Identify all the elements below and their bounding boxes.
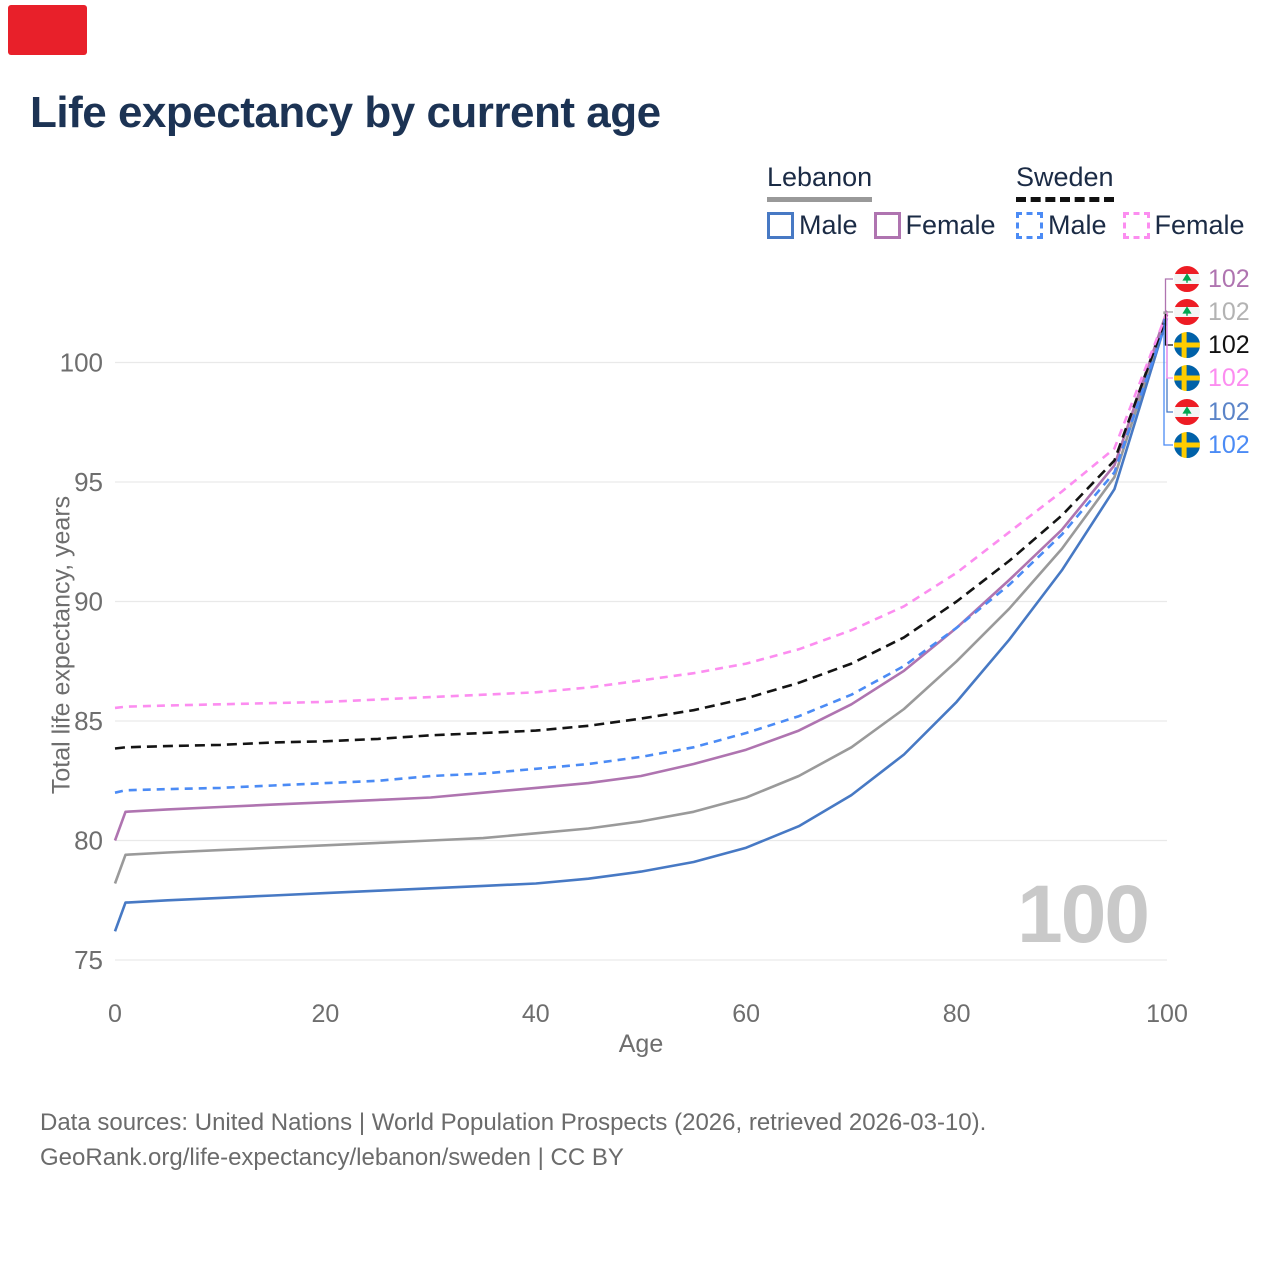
end-value: 102: [1208, 397, 1250, 426]
end-value: 102: [1208, 430, 1250, 459]
end-label-sweden-female: 102: [1173, 361, 1250, 395]
lebanon-female-swatch-icon: [873, 212, 901, 239]
end-label-sweden-both: 102: [1173, 328, 1250, 362]
svg-text:20: 20: [311, 1000, 339, 1028]
legend-country-lebanon: Lebanon: [767, 162, 873, 202]
sweden-flag-icon: [1173, 331, 1201, 359]
svg-text:75: 75: [74, 945, 103, 975]
end-value: 102: [1208, 363, 1250, 392]
svg-text:90: 90: [74, 587, 103, 617]
legend-group-lebanon: Lebanon Male Female: [767, 162, 996, 241]
lebanon-flag-icon: [1173, 298, 1201, 326]
page-title: Life expectancy by current age: [30, 88, 661, 137]
svg-text:95: 95: [74, 467, 103, 497]
sweden-female-swatch-icon: [1122, 212, 1150, 239]
attribution-line: GeoRank.org/life-expectancy/lebanon/swed…: [40, 1144, 624, 1171]
svg-text:85: 85: [74, 706, 103, 736]
end-value: 102: [1208, 330, 1250, 359]
data-sources-line: Data sources: United Nations | World Pop…: [40, 1109, 987, 1136]
svg-text:80: 80: [943, 1000, 971, 1028]
legend-item-label: Female: [1154, 210, 1245, 240]
svg-text:80: 80: [74, 826, 103, 856]
legend-item-lebanon-female[interactable]: Female: [873, 210, 996, 241]
legend-country-sweden: Sweden: [1016, 162, 1114, 202]
y-axis-title: Total life expectancy, years: [47, 495, 76, 795]
end-label-sweden-male: 102: [1173, 428, 1250, 462]
lebanon-flag-icon: [1173, 398, 1201, 426]
end-value: 102: [1208, 297, 1250, 326]
x-axis-title: Age: [618, 1030, 664, 1058]
svg-text:100: 100: [60, 348, 103, 378]
svg-text:0: 0: [108, 1000, 122, 1028]
red-marker: [8, 5, 87, 55]
legend-item-label: Male: [1048, 210, 1107, 240]
legend-item-sweden-male[interactable]: Male: [1016, 210, 1107, 241]
sweden-male-swatch-icon: [1016, 212, 1043, 239]
end-label-lebanon-female: 102: [1173, 262, 1250, 296]
end-label-lebanon-male: 102: [1173, 395, 1250, 429]
footer: Data sources: United Nations | World Pop…: [40, 1105, 986, 1175]
legend-item-lebanon-male[interactable]: Male: [767, 210, 858, 241]
end-value: 102: [1208, 264, 1250, 293]
svg-text:40: 40: [522, 1000, 550, 1028]
legend-item-sweden-female[interactable]: Female: [1122, 210, 1245, 241]
sweden-flag-icon: [1173, 431, 1201, 459]
svg-text:60: 60: [732, 1000, 760, 1028]
lebanon-flag-icon: [1173, 265, 1201, 293]
lebanon-male-swatch-icon: [767, 212, 794, 239]
sweden-flag-icon: [1173, 364, 1201, 392]
legend-item-label: Male: [799, 210, 858, 240]
age-indicator-watermark: 100: [1017, 869, 1150, 960]
svg-text:100: 100: [1146, 1000, 1188, 1028]
end-label-lebanon-both: 102: [1173, 295, 1250, 329]
legend-item-label: Female: [905, 210, 996, 240]
legend-group-sweden: Sweden Male Female: [1016, 162, 1245, 241]
